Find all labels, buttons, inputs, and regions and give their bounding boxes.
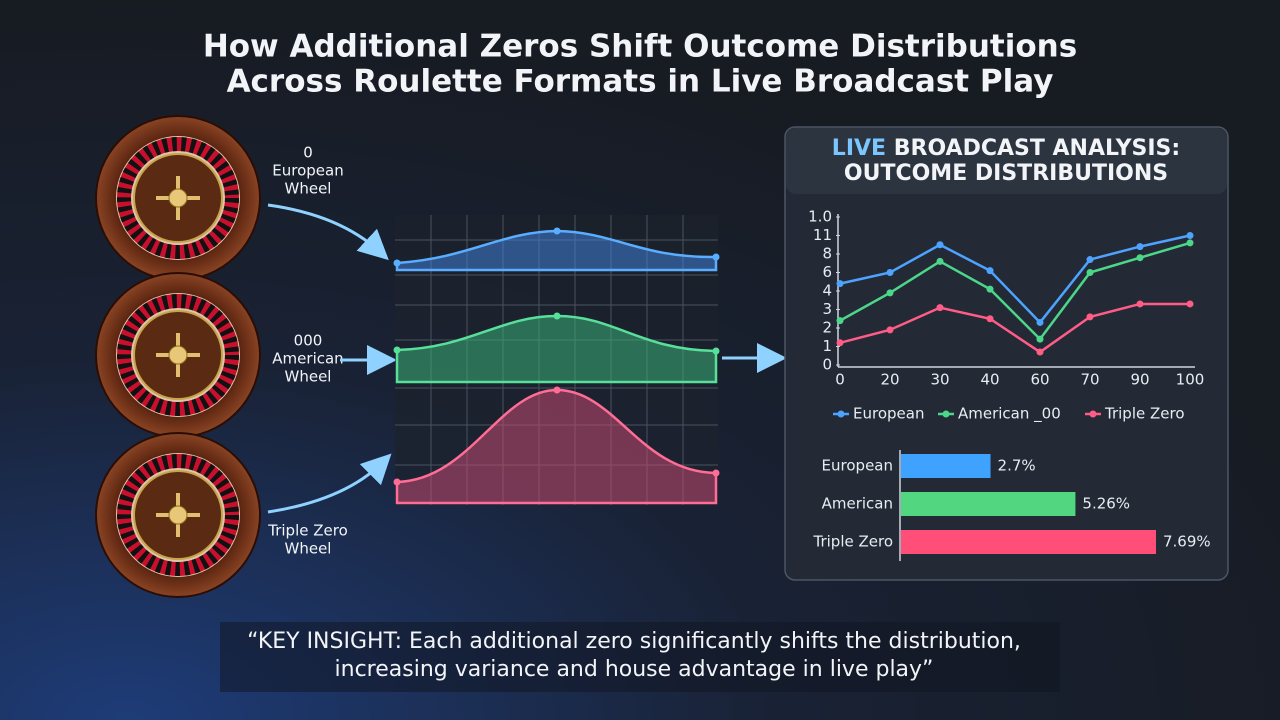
line-point bbox=[886, 326, 894, 334]
analysis-panel bbox=[784, 126, 1229, 581]
line-point bbox=[886, 289, 894, 297]
european-curve bbox=[395, 229, 718, 272]
y-tick-label: 8 bbox=[822, 245, 832, 263]
x-tick-label: 40 bbox=[980, 371, 999, 389]
bar-label: European bbox=[822, 457, 893, 475]
wheel-pockets bbox=[117, 137, 239, 259]
line-point bbox=[1136, 243, 1144, 251]
line-series bbox=[839, 302, 1190, 354]
line-point bbox=[1136, 254, 1144, 262]
line-point bbox=[1036, 318, 1044, 326]
triple-zero-curve bbox=[395, 388, 718, 505]
line-point bbox=[836, 317, 844, 325]
line-point bbox=[986, 285, 994, 293]
legend-swatch bbox=[942, 410, 950, 418]
y-tick-label: 11 bbox=[813, 226, 832, 244]
line-point bbox=[936, 241, 944, 249]
bar bbox=[901, 454, 991, 478]
y-tick-label: 1.0 bbox=[808, 208, 832, 226]
panel-title: OUTCOME DISTRIBUTIONS bbox=[844, 161, 1168, 186]
y-tick-label: 1 bbox=[822, 337, 832, 355]
line-series bbox=[839, 234, 1191, 325]
line-point bbox=[1186, 232, 1194, 239]
wheels bbox=[95, 115, 261, 598]
insight: increasing variance and house advantage … bbox=[335, 657, 934, 682]
arrows bbox=[267, 203, 787, 514]
legend-label: American _00 bbox=[958, 405, 1061, 424]
legend-swatch bbox=[1089, 410, 1097, 418]
bar-label: American bbox=[822, 495, 893, 513]
line-point bbox=[1036, 335, 1044, 343]
line-point bbox=[986, 267, 994, 275]
american-curve bbox=[395, 314, 718, 384]
y-tick-label: 0 bbox=[822, 356, 832, 374]
panel-title: LIVE BROADCAST ANALYSIS: bbox=[832, 136, 1180, 161]
wheel-hub bbox=[168, 505, 188, 525]
wheel-label: European bbox=[272, 162, 343, 180]
x-tick-label: 60 bbox=[1030, 371, 1049, 389]
bar-value-label: 2.7% bbox=[998, 457, 1036, 475]
panel-accent: LIVE bbox=[832, 136, 886, 161]
insight: “KEY INSIGHT: Each additional zero signi… bbox=[247, 629, 1021, 654]
wheel-pockets bbox=[117, 454, 239, 576]
y-tick-label: 4 bbox=[822, 282, 832, 300]
x-tick-label: 0 bbox=[835, 371, 845, 389]
y-tick-label: 3 bbox=[822, 300, 832, 318]
bar-label: Triple Zero bbox=[813, 533, 894, 551]
wheel-label: Wheel bbox=[285, 180, 332, 198]
line-point bbox=[1086, 256, 1094, 264]
wheel-label: Triple Zero bbox=[267, 522, 348, 540]
line-point bbox=[1086, 313, 1094, 321]
wheel-label: Wheel bbox=[285, 368, 332, 386]
arrow bbox=[267, 453, 392, 514]
wheel-pockets bbox=[117, 294, 239, 416]
line-point bbox=[1136, 300, 1144, 308]
panel-title-line: BROADCAST ANALYSIS: bbox=[894, 136, 1180, 161]
wheel-hub bbox=[168, 345, 188, 365]
insight-box bbox=[220, 622, 1060, 692]
x-tick-label: 100 bbox=[1176, 371, 1205, 389]
x-tick-label: 70 bbox=[1080, 371, 1099, 389]
line-point bbox=[1186, 239, 1194, 247]
title: How Additional Zeros Shift Outcome Distr… bbox=[203, 29, 1077, 65]
arrow bbox=[267, 203, 389, 261]
curve-dots bbox=[393, 227, 720, 486]
wheel-label: 000 bbox=[294, 332, 323, 350]
x-tick-label: 30 bbox=[930, 371, 949, 389]
wheel-hub bbox=[168, 188, 188, 208]
line-point bbox=[936, 304, 944, 312]
panel-header bbox=[786, 128, 1227, 194]
x-tick-label: 20 bbox=[880, 371, 899, 389]
line-point bbox=[936, 257, 944, 265]
bar bbox=[901, 530, 1156, 554]
legend-label: Triple Zero bbox=[1104, 405, 1185, 423]
line-point bbox=[836, 339, 844, 347]
bar-value-label: 7.69% bbox=[1163, 533, 1211, 551]
legend-label: European bbox=[853, 405, 924, 423]
x-tick-label: 90 bbox=[1130, 371, 1149, 389]
line-point bbox=[836, 280, 844, 288]
bar bbox=[901, 492, 1076, 516]
line-point bbox=[886, 269, 894, 276]
y-tick-label: 6 bbox=[822, 263, 832, 281]
line-point bbox=[1036, 348, 1044, 356]
bar-value-label: 5.26% bbox=[1082, 495, 1130, 513]
wheel-label: Wheel bbox=[285, 540, 332, 558]
line-point bbox=[1086, 269, 1094, 276]
legend-swatch bbox=[837, 410, 845, 418]
line-point bbox=[1186, 300, 1194, 308]
wheel-label: American bbox=[272, 350, 343, 368]
line-series bbox=[839, 241, 1191, 342]
wheel-label: 0 bbox=[303, 144, 313, 162]
y-tick-label: 2 bbox=[822, 319, 832, 337]
distribution-panel bbox=[393, 215, 720, 505]
line-point bbox=[986, 315, 994, 323]
title: Across Roulette Formats in Live Broadcas… bbox=[227, 64, 1054, 100]
